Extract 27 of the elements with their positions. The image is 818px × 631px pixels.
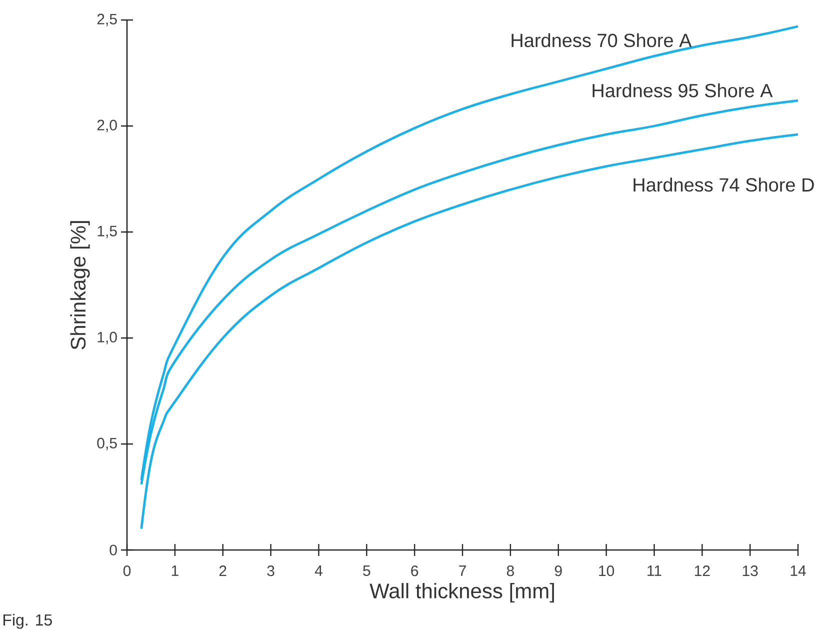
x-tick-label: 11 [648,566,662,576]
x-tick-label: 4 [314,566,322,576]
y-tick-label: 0 [110,544,117,556]
x-tick-label: 10 [599,566,614,576]
y-axis-title: Shrinkage [%] [70,221,90,350]
x-tick-label: 6 [411,566,418,576]
series-label: Hardness 95 Shore A [592,83,773,98]
y-tick-label: 1,5 [98,226,117,238]
y-tick-label: 2,0 [97,120,117,132]
x-tick-label: 3 [267,566,274,576]
x-tick-label: 8 [506,566,514,576]
x-tick-label: 12 [694,566,710,576]
x-tick-label: 14 [790,566,806,576]
series-label: Hardness 70 Shore A [512,33,692,48]
x-tick-label: 1 [172,566,178,576]
caption: Fig. 15 [4,614,52,629]
x-axis-title: Wall thickness [mm] [370,582,554,603]
x-tick-label: 2 [219,566,226,576]
y-tick-label: 1,0 [98,332,117,344]
y-tick-label: 2,5 [97,14,117,26]
x-tick-label: 0 [123,566,131,576]
x-tick-label: 5 [363,566,370,576]
x-tick-label: 9 [554,566,562,576]
series-label: Hardness 74 Shore D [634,178,814,192]
x-tick-label: 7 [459,566,466,576]
y-tick-label: 0,5 [97,438,117,450]
x-tick-label: 13 [742,566,758,576]
